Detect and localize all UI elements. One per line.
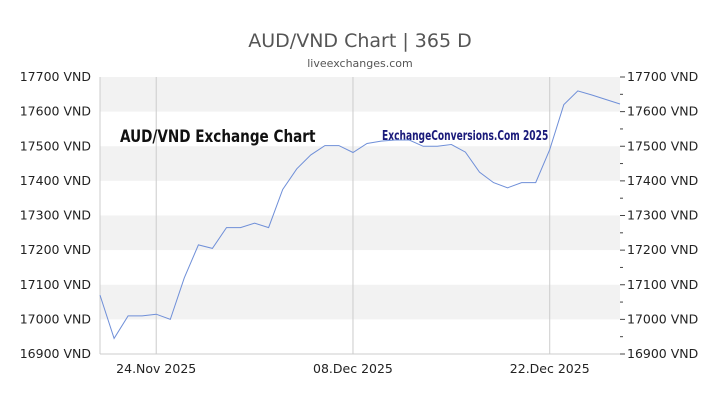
x-tick-label: 24.Nov 2025 <box>116 361 196 376</box>
y-tick-label-left: 17400 VND <box>20 173 91 188</box>
chart-title: AUD/VND Chart | 365 D <box>248 30 471 52</box>
y-tick-label-right: 17100 VND <box>627 277 698 292</box>
y-tick-label-right: 17400 VND <box>627 173 698 188</box>
y-tick-label-right: 17700 VND <box>627 69 698 84</box>
y-tick-label-right: 17200 VND <box>627 242 698 257</box>
grid-band <box>100 284 620 320</box>
y-tick-label-right: 16900 VND <box>627 346 698 361</box>
y-tick-label-left: 16900 VND <box>20 346 91 361</box>
chart-subtitle: liveexchanges.com <box>307 57 412 70</box>
y-tick-label-right: 17000 VND <box>627 311 698 326</box>
grid-band <box>100 215 620 251</box>
y-tick-label-right: 17300 VND <box>627 208 698 223</box>
y-tick-label-right: 17600 VND <box>627 104 698 119</box>
y-tick-label-left: 17700 VND <box>20 69 91 84</box>
y-tick-label-left: 17100 VND <box>20 277 91 292</box>
watermark-left: AUD/VND Exchange Chart <box>120 127 316 147</box>
y-tick-label-left: 17200 VND <box>20 242 91 257</box>
grid-band <box>100 146 620 181</box>
watermark-right: ExchangeConversions.Com 2025 <box>382 128 548 143</box>
x-tick-label: 08.Dec 2025 <box>313 361 393 376</box>
y-tick-label-left: 17000 VND <box>20 311 91 326</box>
y-tick-label-left: 17500 VND <box>20 138 91 153</box>
grid-band <box>100 77 620 112</box>
x-tick-label: 22.Dec 2025 <box>510 361 590 376</box>
y-tick-label-left: 17600 VND <box>20 104 91 119</box>
y-tick-label-left: 17300 VND <box>20 208 91 223</box>
y-tick-label-right: 17500 VND <box>627 138 698 153</box>
series-line <box>99 90 621 340</box>
